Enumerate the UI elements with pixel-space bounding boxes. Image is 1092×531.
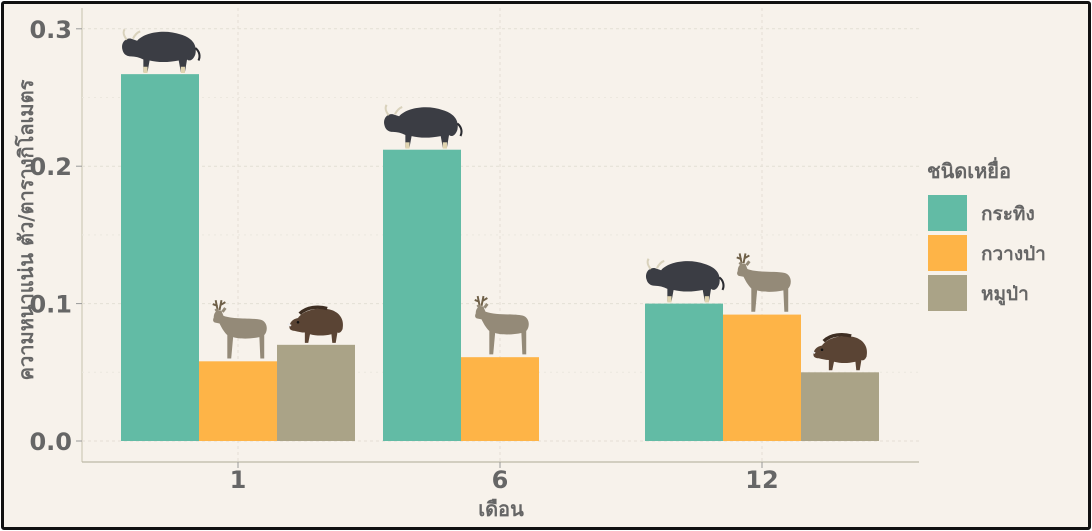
x-tick-label: 6 <box>492 466 509 494</box>
bar-2-6 <box>461 357 539 441</box>
bars <box>121 74 879 441</box>
bar-2-12 <box>723 314 801 441</box>
bar-2-1 <box>199 361 277 441</box>
legend-swatch <box>928 275 967 311</box>
x-tick-label: 12 <box>745 466 778 494</box>
sambar-deer-icon <box>211 298 269 360</box>
sambar-deer-icon <box>473 294 531 356</box>
legend-swatch <box>928 195 967 231</box>
bar-3-1 <box>277 344 355 441</box>
legend-title: ชนิดเหยื่อ <box>927 156 1011 183</box>
gaur-icon <box>644 257 725 304</box>
legend-label: หมูป่า <box>981 283 1029 306</box>
wild-boar-icon <box>810 332 869 373</box>
bar-1-12 <box>645 303 723 441</box>
x-tick-label: 1 <box>230 466 247 494</box>
sambar-deer-icon <box>735 252 793 314</box>
legend-label: กระทิง <box>981 203 1035 225</box>
legend-label: กวางป่า <box>981 243 1046 265</box>
bar-1-1 <box>121 74 199 441</box>
y-ticks: 0.0 0.1 0.2 0.3 <box>29 16 82 456</box>
x-ticks: 1 6 12 <box>230 462 779 494</box>
y-axis-title: ความหนาแน่น ตัว/ตารางกิโลเมตร <box>14 79 38 380</box>
wild-boar-icon <box>286 305 345 345</box>
y-tick-label: 0.0 <box>29 428 72 456</box>
y-tick-label: 0.1 <box>29 291 72 319</box>
bar-1-6 <box>383 149 461 441</box>
bar-3-12 <box>801 372 879 441</box>
y-tick-label: 0.3 <box>29 16 72 44</box>
gaur-icon <box>120 28 201 75</box>
legend-swatch <box>928 235 967 271</box>
gaur-icon <box>382 103 463 150</box>
y-tick-label: 0.2 <box>29 153 72 181</box>
x-axis-title: เดือน <box>478 497 524 521</box>
